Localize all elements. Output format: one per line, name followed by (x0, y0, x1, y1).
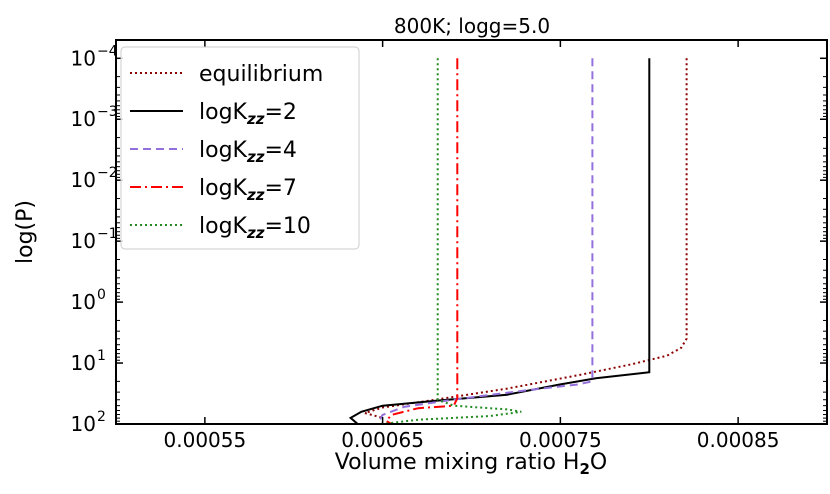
x-axis-label-sub: 2 (579, 460, 589, 478)
series-line-0 (361, 58, 688, 419)
y-tick-label-6: 102 (71, 409, 106, 436)
legend-box (120, 46, 360, 250)
y-tick-label-3: 10−1 (71, 226, 118, 253)
series-layer (348, 58, 688, 425)
x-axis-label: Volume mixing ratio H2O (335, 450, 607, 478)
legend-label-1: logKzz=2 (199, 100, 297, 128)
legend-label-3: logKzz=7 (199, 176, 297, 204)
y-tick-label-0: 10−4 (71, 43, 118, 70)
series-line-3 (384, 58, 459, 425)
y-tick-label-1: 10−3 (71, 104, 118, 131)
x-tick-label-3: 0.00085 (697, 428, 780, 452)
legend-label-0: equilibrium (199, 62, 323, 87)
y-tick-label-2: 10−2 (71, 165, 118, 192)
y-axis: 10−4 10−3 10−2 10−1 100 101 102 (71, 43, 827, 436)
chart-title: 800K; logg=5.0 (394, 14, 550, 38)
series-line-2 (377, 58, 594, 425)
x-axis-label-main: Volume mixing ratio H (335, 450, 580, 475)
legend-label-4: logKzz=10 (199, 214, 311, 242)
x-tick-label-1: 0.00065 (341, 428, 424, 452)
x-tick-label-0: 0.00055 (164, 428, 247, 452)
series-line-4 (382, 58, 522, 425)
x-axis-label-tail: O (590, 450, 607, 475)
legend-label-2: logKzz=4 (199, 138, 297, 166)
y-tick-label-4: 100 (71, 287, 106, 314)
x-tick-label-2: 0.00075 (519, 428, 602, 452)
legend: equilibrium logKzz=2 logKzz=4 logKzz=7 logKz… (120, 46, 360, 250)
x-axis: 0.00055 0.00065 0.00075 0.00085 (164, 40, 780, 452)
y-axis-label: log(P) (13, 200, 38, 264)
y-tick-label-5: 101 (71, 348, 106, 375)
